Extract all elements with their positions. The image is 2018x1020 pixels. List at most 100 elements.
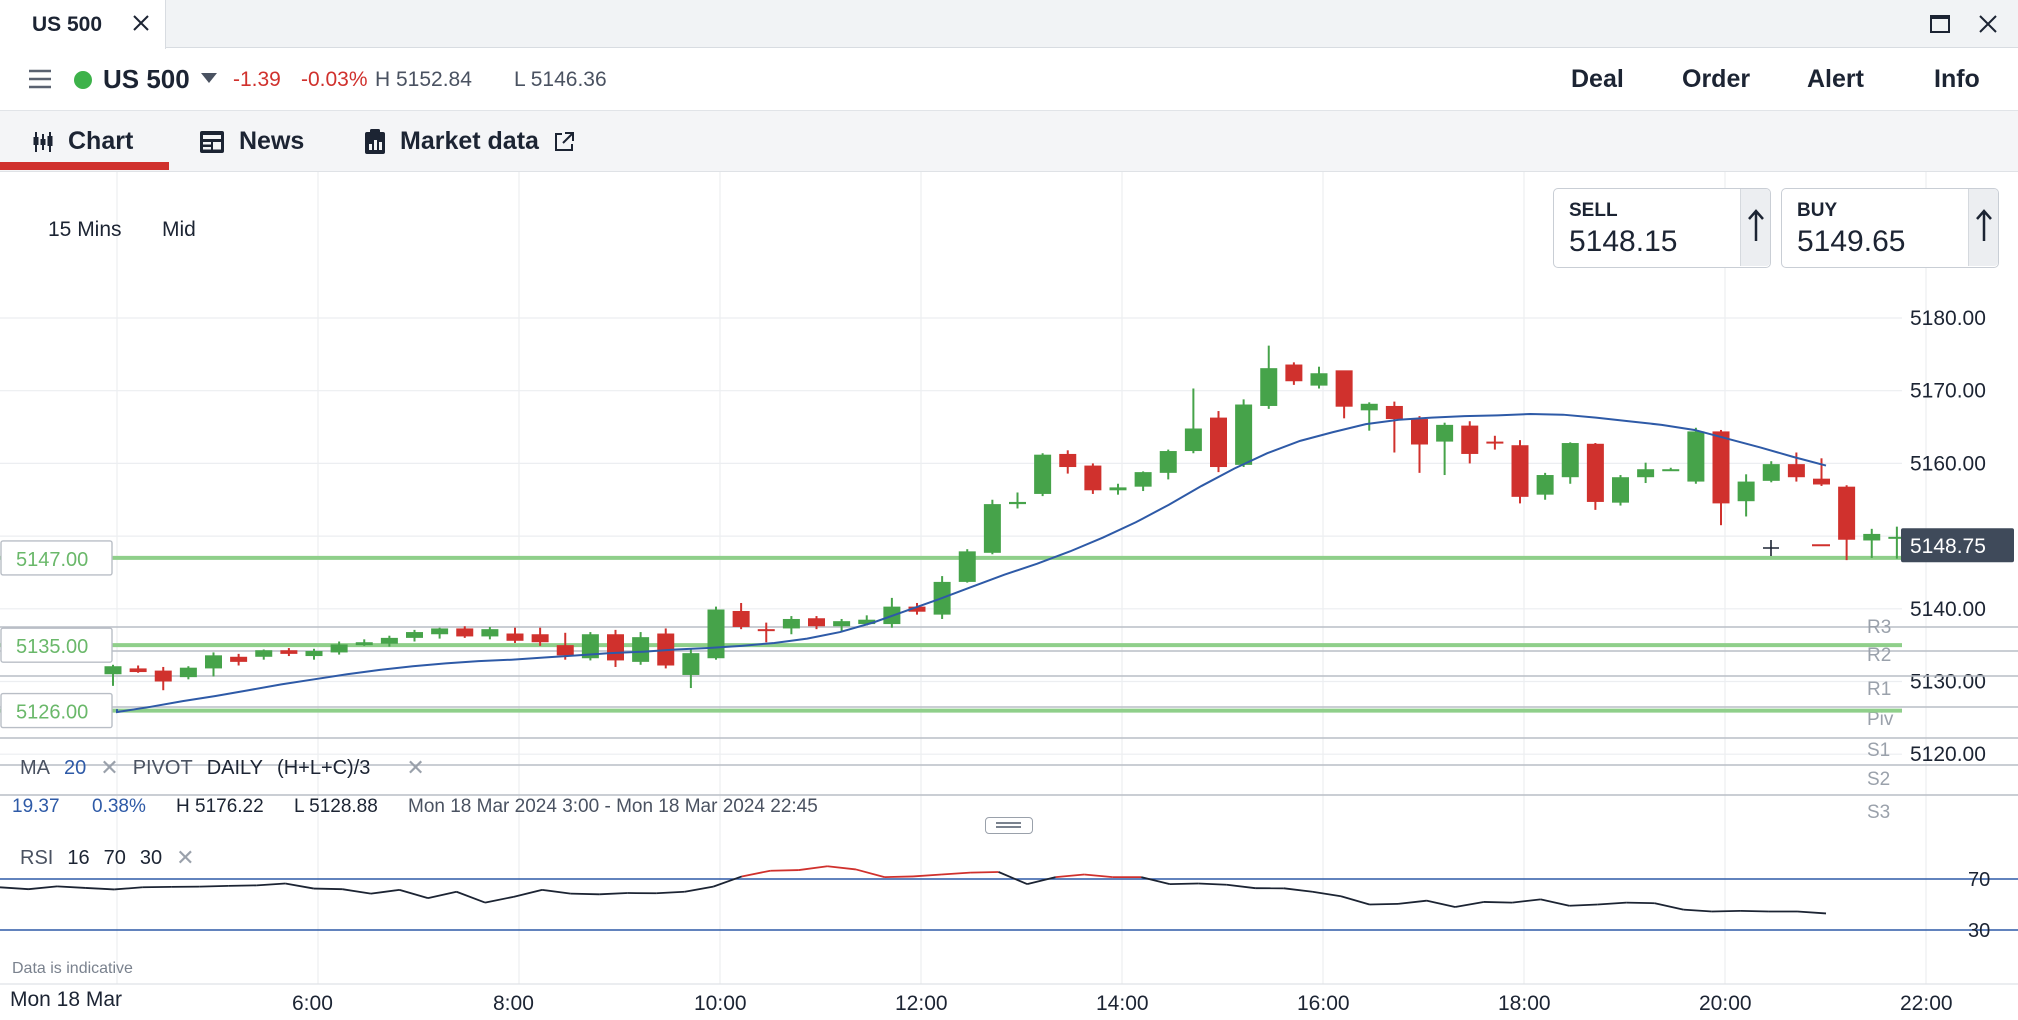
tab-chart[interactable]: Chart <box>32 111 133 172</box>
candle <box>657 628 675 669</box>
tab-news[interactable]: News <box>199 111 304 172</box>
rsi-line-segment <box>855 868 885 878</box>
rsi-line-segment <box>1055 873 1085 878</box>
candle <box>1838 485 1856 561</box>
rsi-line-segment <box>1711 909 1741 913</box>
candle-body <box>632 637 650 662</box>
rsi-line-segment <box>798 865 828 871</box>
candle-body <box>129 668 147 673</box>
timeframe-selector[interactable]: 15 Mins <box>48 218 122 241</box>
candle <box>1184 388 1202 454</box>
rsi-line-segment <box>970 871 999 874</box>
rsi-line-segment <box>199 884 229 888</box>
candle-body <box>406 632 423 638</box>
candle-body <box>1260 368 1278 406</box>
caret-down-icon[interactable] <box>200 71 218 85</box>
newspaper-icon <box>200 130 224 153</box>
rsi-period[interactable]: 16 <box>67 846 90 869</box>
candle <box>1637 462 1655 484</box>
candle-body <box>1335 370 1353 407</box>
rsi-line-segment <box>370 888 400 895</box>
pivot-formula[interactable]: (H+L+C)/3 <box>277 756 371 779</box>
candle-body <box>205 655 222 669</box>
rsi-line-segment <box>770 869 799 872</box>
ma-period[interactable]: 20 <box>64 756 87 779</box>
candle-body <box>1737 481 1755 502</box>
pivot-label: S3 <box>1867 802 1890 823</box>
candle <box>280 648 298 657</box>
candle <box>1612 475 1629 506</box>
rsi-line-segment <box>114 886 143 891</box>
tab-market-data[interactable]: Market data <box>364 111 575 172</box>
ma-label: MA <box>20 756 50 779</box>
y-axis-label: 5130.00 <box>1910 671 1986 694</box>
alert-button[interactable]: Alert <box>1807 65 1864 93</box>
candle <box>1486 435 1504 450</box>
rsi-line-segment <box>1026 876 1056 885</box>
candle <box>154 666 172 691</box>
window-tab[interactable]: US 500 <box>0 0 166 49</box>
instrument-header: US 500 -1.39 -0.03% H 5152.84 L 5146.36 … <box>0 49 2018 111</box>
candle <box>1762 461 1780 483</box>
window-tab-bar: US 500 <box>0 0 2018 49</box>
candle-body <box>506 633 524 641</box>
candle <box>1360 402 1378 431</box>
rsi-line-segment <box>941 871 971 876</box>
rsi-line-segment <box>684 885 714 893</box>
deal-button[interactable]: Deal <box>1571 65 1624 93</box>
order-button[interactable]: Order <box>1682 65 1751 93</box>
candle <box>983 499 1001 555</box>
candle-body <box>1159 451 1177 473</box>
hamburger-menu-icon[interactable] <box>28 68 52 90</box>
stats-range: Mon 18 Mar 2024 3:00 - Mon 18 Mar 2024 2… <box>408 796 818 817</box>
x-axis-label: 6:00 <box>292 992 333 1015</box>
pivot-period[interactable]: DAILY <box>206 756 264 779</box>
rsi-line-segment <box>884 875 914 878</box>
maximize-window-icon[interactable] <box>1927 11 1953 37</box>
rsi-lower[interactable]: 30 <box>139 846 163 869</box>
candle-body <box>1184 428 1202 452</box>
market-data-icon <box>365 128 385 154</box>
close-tab-icon[interactable] <box>129 11 153 35</box>
rsi-line-segment <box>1454 901 1484 908</box>
sell-button[interactable]: SELL 5148.15 <box>1553 188 1771 268</box>
remove-rsi-icon[interactable]: ✕ <box>176 845 195 870</box>
rsi-line-segment <box>1483 901 1513 904</box>
candle <box>179 666 197 680</box>
rsi-line-segment <box>599 892 628 896</box>
candle <box>782 616 800 635</box>
rsi-line-segment <box>484 895 514 904</box>
remove-pivot-icon[interactable]: ✕ <box>406 755 425 780</box>
close-window-icon[interactable] <box>1975 11 2001 37</box>
info-button[interactable]: Info <box>1934 65 1980 93</box>
candle <box>1285 362 1303 385</box>
candle <box>1511 440 1529 504</box>
rsi-line-segment <box>541 888 571 895</box>
pane-resize-handle[interactable] <box>985 817 1033 834</box>
candle <box>1385 401 1403 453</box>
candle <box>355 639 373 646</box>
candle <box>1134 471 1152 492</box>
chart-area[interactable]: 5180.00 5170.00 5160.00 5140.00 5130.00 5120.… <box>0 172 2018 1020</box>
price-chart[interactable]: 5180.00 5170.00 5160.00 5140.00 5130.00 5120.… <box>0 172 2018 1020</box>
remove-ma-icon[interactable]: ✕ <box>100 755 119 780</box>
rsi-line-segment <box>1084 873 1113 878</box>
price-level-label-box <box>0 692 113 729</box>
instrument-name[interactable]: US 500 <box>103 64 190 94</box>
candle <box>1109 483 1127 495</box>
market-status-dot <box>74 71 92 89</box>
rsi-line-segment <box>313 887 343 891</box>
candle <box>531 627 549 646</box>
stats-low: L 5128.88 <box>294 796 378 817</box>
price-type-selector[interactable]: Mid <box>162 218 196 241</box>
candle-body <box>707 609 725 659</box>
buy-button[interactable]: BUY 5149.65 <box>1781 188 1999 268</box>
rsi-upper[interactable]: 70 <box>103 846 126 869</box>
candle-body <box>1034 454 1052 494</box>
rsi-line-segment <box>228 884 257 887</box>
candle-body <box>431 628 449 635</box>
candle-body <box>1461 425 1479 454</box>
rsi-line-segment <box>1597 901 1627 906</box>
candle <box>808 616 825 630</box>
x-axis-label: 20:00 <box>1699 992 1752 1015</box>
